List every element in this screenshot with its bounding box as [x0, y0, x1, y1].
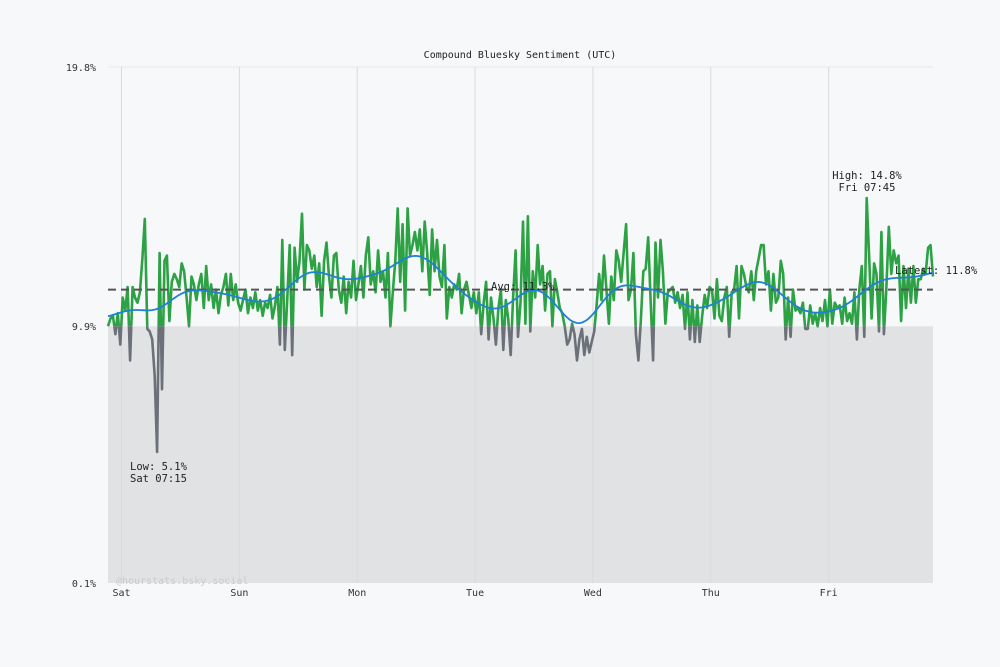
below-baseline-area	[108, 326, 933, 583]
x-tick-label: Sun	[230, 588, 248, 599]
y-tick-label: 0.1%	[72, 579, 96, 590]
x-tick-label: Mon	[348, 588, 366, 599]
low-annotation-time: Sat 07:15	[130, 473, 187, 485]
y-tick-label: 19.8%	[66, 63, 96, 74]
avg-annotation-label: Avg: 11.3%	[491, 281, 555, 293]
x-tick-label: Sat	[112, 588, 130, 599]
chart-title: Compound Bluesky Sentiment (UTC)	[424, 50, 617, 61]
high-annotation-label: High: 14.8%	[832, 170, 902, 182]
low-annotation-label: Low: 5.1%	[130, 461, 188, 473]
watermark: @hourstats.bsky.social	[116, 576, 248, 587]
x-tick-label: Fri	[820, 588, 838, 599]
latest-annotation-label: Latest: 11.8%	[895, 265, 978, 277]
y-tick-label: 9.9%	[72, 322, 96, 333]
x-tick-label: Thu	[702, 588, 720, 599]
x-axis: Sat Sun Mon Tue Wed Thu Fri	[112, 588, 837, 599]
smoothed-trend-line	[107, 254, 934, 325]
y-axis: 19.8% 9.9% 0.1%	[66, 63, 96, 590]
x-tick-label: Wed	[584, 588, 602, 599]
high-annotation-time: Fri 07:45	[839, 182, 896, 194]
day-gridlines	[121, 67, 830, 583]
x-tick-label: Tue	[466, 588, 484, 599]
